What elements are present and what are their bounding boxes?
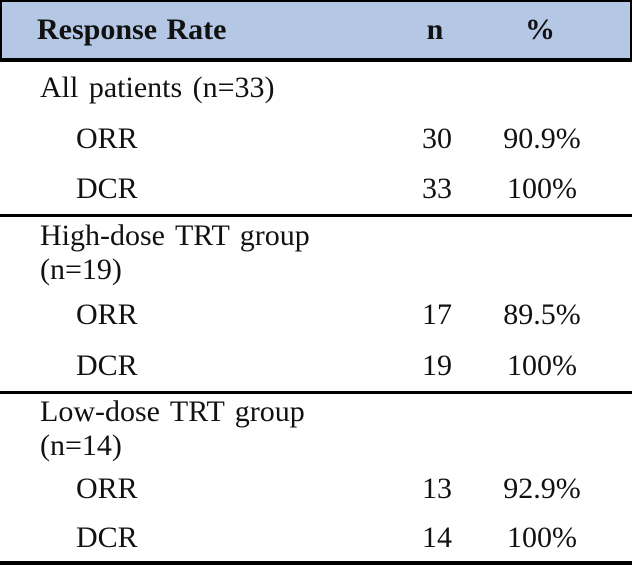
section-low-dose: Low-dose TRT group (n=14) ORR 13 92.9% D… <box>0 394 632 565</box>
group-label-row: All patients (n=33) <box>0 62 632 114</box>
header-n: n <box>426 13 444 46</box>
group-label-row: Low-dose TRT group (n=14) <box>0 394 632 464</box>
row-n-value: 19 <box>422 349 452 382</box>
row-percent-value: 100% <box>507 520 577 554</box>
row-n-value: 17 <box>422 298 452 331</box>
table-row: ORR 13 92.9% <box>0 464 632 514</box>
row-percent-value: 90.9% <box>503 122 581 155</box>
section-all-patients: All patients (n=33) ORR 30 90.9% DCR 33 … <box>0 62 632 217</box>
group-label: High-dose TRT group (n=19) <box>40 219 310 286</box>
row-label: DCR <box>76 172 138 205</box>
row-percent-value: 92.9% <box>503 472 581 505</box>
row-percent-value: 100% <box>507 172 577 205</box>
table-row: ORR 30 90.9% <box>0 114 632 164</box>
row-label: ORR <box>76 472 138 505</box>
table-row: ORR 17 89.5% <box>0 289 632 341</box>
group-label: All patients (n=33) <box>40 71 275 104</box>
row-n-value: 13 <box>422 472 452 505</box>
row-n-value: 30 <box>422 122 452 155</box>
row-percent-value: 100% <box>507 349 577 382</box>
table-row: DCR 14 100% <box>0 514 632 561</box>
table-row: DCR 19 100% <box>0 341 632 391</box>
group-label-row: High-dose TRT group (n=19) <box>0 217 632 289</box>
header-percent: % <box>525 13 555 46</box>
row-percent-value: 89.5% <box>503 298 581 331</box>
row-n-value: 33 <box>422 172 452 205</box>
table-row: DCR 33 100% <box>0 164 632 214</box>
table-header-row: Response Rate n % <box>0 0 632 62</box>
row-label: DCR <box>76 349 138 382</box>
row-label: DCR <box>76 520 138 554</box>
group-label: Low-dose TRT group (n=14) <box>40 395 305 462</box>
section-high-dose: High-dose TRT group (n=19) ORR 17 89.5% … <box>0 217 632 394</box>
row-label: ORR <box>76 122 138 155</box>
header-response-rate: Response Rate <box>37 13 227 46</box>
row-n-value: 14 <box>422 520 452 554</box>
row-label: ORR <box>76 298 138 331</box>
